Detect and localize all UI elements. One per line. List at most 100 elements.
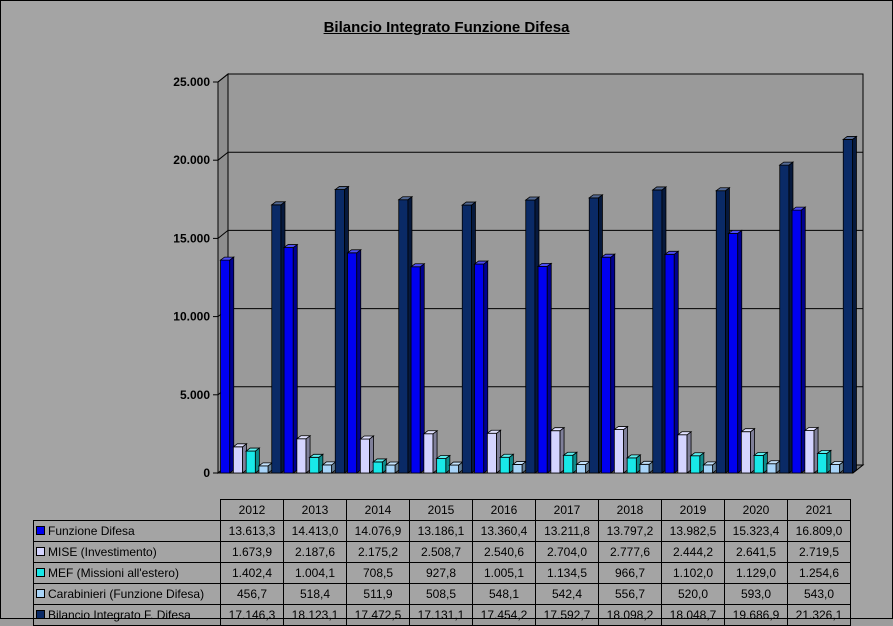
x-tick-label: 2021 — [787, 499, 851, 521]
bar-top-2 — [740, 428, 756, 433]
data-label: 520,0 — [661, 583, 725, 605]
bar-2 — [550, 430, 561, 474]
y-tick-label: 15.000 — [173, 231, 210, 245]
bar-2 — [740, 431, 751, 474]
bar-3 — [245, 450, 256, 474]
bar-5 — [398, 199, 409, 474]
bar-top-3 — [752, 451, 769, 456]
legend-label: Carabinieri (Funzione Difesa) — [48, 587, 205, 601]
bar-top-3 — [435, 455, 452, 459]
data-label: 542,4 — [535, 583, 599, 605]
bar-5 — [779, 164, 790, 474]
data-label: 508,5 — [409, 583, 473, 605]
bar-5 — [461, 204, 472, 474]
data-label: 1.254,6 — [787, 562, 851, 584]
bar-4 — [576, 464, 587, 474]
bar-top-1 — [600, 253, 616, 258]
data-label: 17.592,7 — [535, 604, 599, 626]
data-label: 2.704,0 — [535, 541, 599, 563]
bar-1 — [728, 232, 739, 474]
bar-3 — [372, 461, 383, 474]
legend-entry: MISE (Investimento) — [33, 541, 221, 563]
x-tick-label: 2012 — [220, 499, 284, 521]
data-label: 548,1 — [472, 583, 536, 605]
bar-top-3 — [562, 451, 579, 456]
data-label: 13.186,1 — [409, 520, 473, 542]
bar-top-3 — [308, 453, 325, 458]
bar-top-1 — [346, 249, 362, 254]
data-label: 1.134,5 — [535, 562, 599, 584]
legend-entry: Bilancio Integrato F. Difesa — [33, 604, 221, 626]
x-tick-label: 2015 — [409, 499, 473, 521]
chart-title: Bilancio Integrato Funzione Difesa — [323, 19, 570, 36]
bar-top-5 — [524, 196, 541, 201]
bar-4 — [830, 464, 841, 474]
x-tick-label: 2017 — [535, 499, 599, 521]
bar-2 — [677, 434, 688, 474]
legend-swatch — [36, 589, 45, 599]
bar-top-5 — [397, 196, 414, 201]
data-label: 17.146,3 — [220, 604, 284, 626]
data-label: 1.402,4 — [220, 562, 284, 584]
bar-top-3 — [816, 449, 833, 454]
table-row: Carabinieri (Funzione Difesa) 456,7 518,4 5… — [33, 583, 851, 605]
bar-5 — [715, 190, 726, 474]
data-label: 13.211,8 — [535, 520, 599, 542]
data-label: 2.444,2 — [661, 541, 725, 563]
bar-top-5 — [334, 186, 350, 190]
bar-top-5 — [778, 161, 795, 166]
bar-top-5 — [461, 201, 477, 206]
legend-swatch — [36, 568, 45, 578]
legend-label: MISE (Investimento) — [48, 545, 157, 559]
bar-top-1 — [663, 250, 680, 255]
y-tick-label: 0 — [203, 466, 210, 480]
bar-side-5 — [852, 135, 857, 474]
data-label: 19.686,9 — [724, 604, 788, 626]
bar-top-2 — [486, 429, 502, 434]
bar-3 — [817, 452, 828, 474]
table-row: Funzione Difesa 13.613,3 14.413,0 14.076,9 1… — [33, 520, 851, 542]
bar-top-2 — [549, 427, 566, 432]
bar-2 — [232, 446, 243, 474]
data-label: 1.673,9 — [220, 541, 284, 563]
bar-side-1 — [229, 256, 235, 474]
legend-entry: Funzione Difesa — [33, 520, 221, 542]
x-tick-label: 2016 — [472, 499, 536, 521]
data-table: 2012 2013 2014 2015 2016 2017 2018 2019 2020 2021… — [33, 499, 851, 626]
data-label: 17.454,2 — [472, 604, 536, 626]
bar-top-1 — [409, 263, 426, 268]
data-label: 15.323,4 — [724, 520, 788, 542]
data-label: 2.508,7 — [409, 541, 473, 563]
legend-swatch — [36, 547, 45, 557]
data-label: 2.540,6 — [472, 541, 536, 563]
data-label: 13.613,3 — [220, 520, 284, 542]
bar-4 — [703, 464, 714, 474]
data-label: 518,4 — [283, 583, 347, 605]
data-label: 14.413,0 — [283, 520, 347, 542]
bar-top-2 — [295, 435, 312, 440]
chart-plot: 0 5.000 10.000 15.000 20.000 25.000 — [173, 72, 865, 480]
legend-entry: Carabinieri (Funzione Difesa) — [33, 583, 221, 605]
data-label: 18.123,1 — [283, 604, 347, 626]
x-tick-label: 2020 — [724, 499, 788, 521]
bar-top-5 — [588, 194, 604, 199]
bar-4 — [322, 464, 333, 474]
data-label: 1.102,0 — [661, 562, 725, 584]
bar-3 — [563, 454, 574, 474]
bar-3 — [690, 455, 701, 474]
bar-top-1 — [727, 229, 743, 234]
table-corner — [34, 500, 221, 521]
data-label: 16.809,0 — [787, 520, 851, 542]
bar-top-5 — [651, 186, 668, 191]
data-label: 511,9 — [346, 583, 410, 605]
data-label: 17.472,5 — [346, 604, 410, 626]
data-label: 1.129,0 — [724, 562, 788, 584]
data-label: 2.641,5 — [724, 541, 788, 563]
x-tick-label: 2014 — [346, 499, 410, 521]
bar-2 — [359, 438, 370, 474]
bar-5 — [271, 204, 282, 474]
year-header-row: 2012 2013 2014 2015 2016 2017 2018 2019 2020 2021 — [34, 499, 851, 521]
bar-2 — [613, 429, 624, 474]
data-label: 708,5 — [346, 562, 410, 584]
